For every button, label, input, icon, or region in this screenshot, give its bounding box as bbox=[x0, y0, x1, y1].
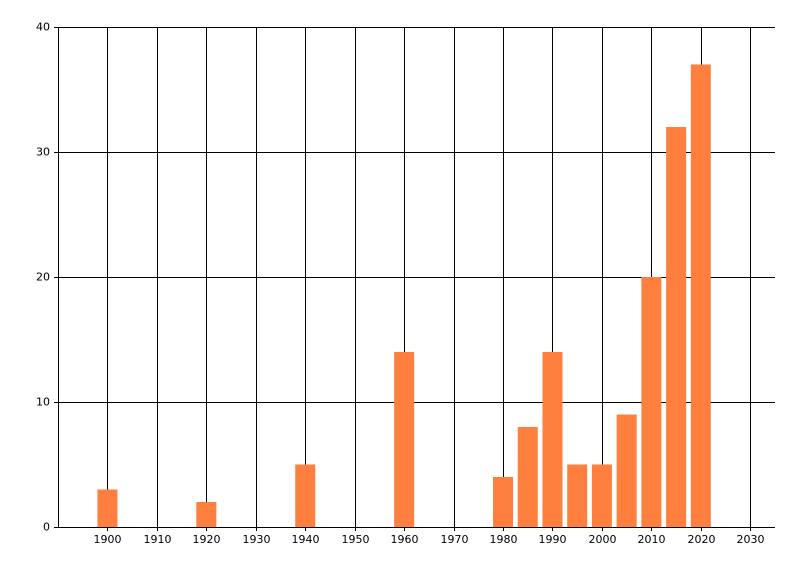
x-tick-label: 1930 bbox=[243, 533, 271, 546]
x-tick-label: 1920 bbox=[193, 533, 221, 546]
bar bbox=[493, 477, 514, 527]
x-tick-label: 2030 bbox=[737, 533, 765, 546]
bar bbox=[616, 414, 637, 527]
bar bbox=[97, 489, 118, 527]
bar bbox=[394, 352, 415, 527]
x-tick-label: 2010 bbox=[638, 533, 666, 546]
bar bbox=[666, 127, 687, 527]
bar bbox=[690, 64, 711, 527]
x-tick-label: 1970 bbox=[441, 533, 469, 546]
bar bbox=[542, 352, 563, 527]
x-tick-label: 1950 bbox=[342, 533, 370, 546]
x-tick-label: 2020 bbox=[688, 533, 716, 546]
y-tick-label: 10 bbox=[36, 396, 50, 409]
x-tick-label: 1940 bbox=[292, 533, 320, 546]
x-tick-label: 2000 bbox=[589, 533, 617, 546]
bar bbox=[567, 464, 588, 527]
bar bbox=[641, 277, 662, 527]
y-tick-label: 0 bbox=[43, 521, 50, 534]
y-tick-label: 30 bbox=[36, 146, 50, 159]
x-tick-label: 1980 bbox=[490, 533, 518, 546]
y-tick-label: 20 bbox=[36, 271, 50, 284]
bar bbox=[196, 502, 217, 527]
x-tick-label: 1910 bbox=[144, 533, 172, 546]
x-tick-label: 1990 bbox=[539, 533, 567, 546]
bar bbox=[591, 464, 612, 527]
bar bbox=[295, 464, 316, 527]
x-tick-label: 1960 bbox=[391, 533, 419, 546]
y-tick-label: 40 bbox=[36, 21, 50, 34]
x-tick-label: 1900 bbox=[94, 533, 122, 546]
bar bbox=[517, 427, 538, 527]
